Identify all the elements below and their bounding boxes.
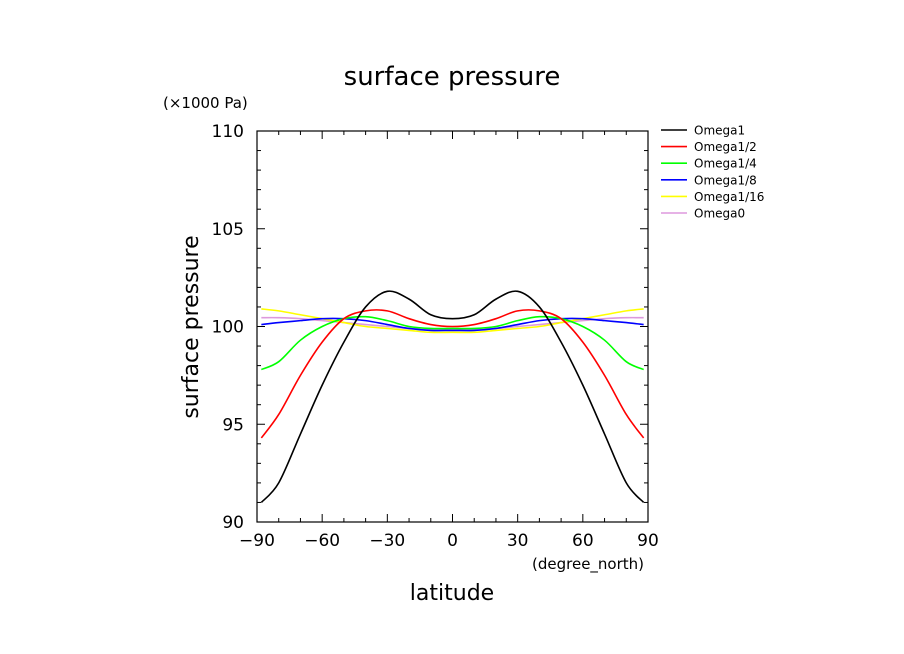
y-tick-label: 90 bbox=[222, 513, 244, 533]
legend-item: Omega1/8 bbox=[661, 173, 757, 187]
legend-item: Omega1/16 bbox=[661, 190, 764, 204]
unit-label: (×1000 Pa) bbox=[163, 94, 248, 112]
x-tick-label: 90 bbox=[637, 531, 659, 551]
chart-title: surface pressure bbox=[344, 62, 561, 92]
legend-label: Omega1/2 bbox=[694, 140, 757, 154]
x-tick-label: 30 bbox=[507, 531, 529, 551]
series-line-omega1-2 bbox=[260, 309, 645, 439]
legend-label: Omega1/16 bbox=[694, 190, 764, 204]
legend-item: Omega1/4 bbox=[661, 157, 757, 171]
y-tick-label: 110 bbox=[212, 122, 244, 142]
legend-item: Omega1/2 bbox=[661, 140, 757, 154]
x-tick-label: 60 bbox=[572, 531, 594, 551]
axis-ticks bbox=[256, 130, 649, 523]
series-line-omega0 bbox=[261, 316, 644, 331]
x-tick-label: 0 bbox=[447, 531, 458, 551]
legend-item: Omega1 bbox=[661, 124, 745, 138]
legend: Omega1 Omega1/2 Omega1/4 Omega1/8 Omega1/16 O… bbox=[661, 124, 764, 221]
y-tick-label: 95 bbox=[222, 415, 244, 435]
legend-label: Omega0 bbox=[694, 207, 745, 221]
y-axis-label: surface pressure bbox=[179, 235, 204, 418]
legend-label: Omega1/8 bbox=[694, 173, 757, 187]
series-line-omega1-8 bbox=[261, 317, 644, 332]
tick-labels: −90 −60 −30 0 30 60 90 90 95 100 105 110 bbox=[212, 122, 659, 551]
legend-item: Omega0 bbox=[661, 207, 745, 221]
legend-label: Omega1 bbox=[694, 124, 745, 138]
x-tick-label: −60 bbox=[304, 531, 340, 551]
series-line-omega1 bbox=[260, 290, 645, 504]
y-tick-label: 105 bbox=[212, 220, 244, 240]
series-line-omega1-4 bbox=[261, 315, 644, 371]
x-tick-label: −30 bbox=[369, 531, 405, 551]
x-tick-label: −90 bbox=[239, 531, 275, 551]
series-lines bbox=[260, 290, 645, 504]
legend-label: Omega1/4 bbox=[694, 157, 757, 171]
x-axis-label: latitude bbox=[410, 581, 494, 606]
y-tick-label: 100 bbox=[212, 318, 244, 338]
x-axis-unit: (degree_north) bbox=[532, 555, 644, 574]
